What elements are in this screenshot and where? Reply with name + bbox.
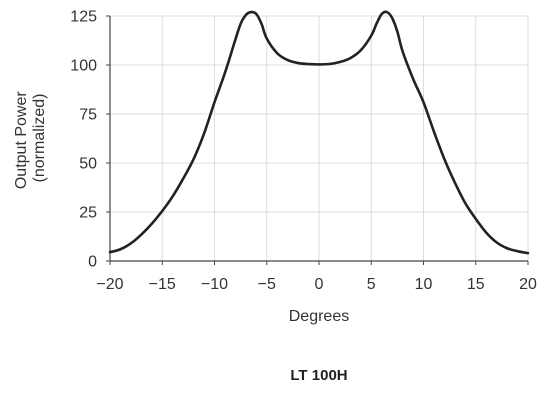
x-tick-label-6: 10	[415, 276, 433, 293]
y-tick-label-1: 25	[79, 205, 97, 222]
x-tick-labels: −20 −15 −10 −5 0 5 10 15 20	[96, 276, 537, 293]
y-tick-labels: 0 25 50 75 100 125	[70, 9, 97, 271]
axes	[106, 15, 529, 265]
x-axis-label: Degrees	[289, 308, 349, 325]
y-tick-label-0: 0	[88, 254, 97, 271]
y-axis-label-line-2: (normalized)	[31, 94, 48, 183]
series-line-0	[108, 10, 530, 255]
x-tick-label-3: −5	[258, 276, 276, 293]
x-tick-label-4: 0	[315, 276, 324, 293]
x-tick-label-7: 15	[467, 276, 485, 293]
y-tick-label-3: 75	[79, 107, 97, 124]
x-tick-label-2: −10	[201, 276, 228, 293]
x-tick-label-1: −15	[149, 276, 176, 293]
series-layer	[108, 10, 530, 255]
y-axis-label-line-1: Output Power	[13, 91, 30, 190]
grid	[109, 15, 529, 262]
x-tick-label-5: 5	[367, 276, 376, 293]
y-tick-label-2: 50	[79, 156, 97, 173]
y-tick-label-5: 125	[70, 9, 97, 26]
y-tick-label-4: 100	[70, 58, 97, 75]
chart-title: LT 100H	[290, 367, 347, 384]
y-axis-label: Output Power (normalized)	[13, 87, 48, 189]
x-tick-label-8: 20	[519, 276, 537, 293]
x-tick-label-0: −20	[96, 276, 123, 293]
